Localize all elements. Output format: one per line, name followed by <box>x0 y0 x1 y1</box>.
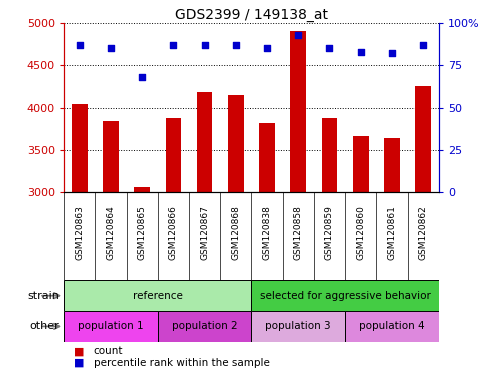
Point <box>107 45 115 51</box>
Text: GSM120860: GSM120860 <box>356 205 365 260</box>
Text: count: count <box>94 346 123 356</box>
Text: ■: ■ <box>74 346 84 356</box>
Point <box>138 74 146 80</box>
Text: population 2: population 2 <box>172 321 238 331</box>
Bar <box>134 187 150 192</box>
Point <box>232 42 240 48</box>
Bar <box>228 95 244 192</box>
Text: GSM120863: GSM120863 <box>75 205 84 260</box>
Title: GDS2399 / 149138_at: GDS2399 / 149138_at <box>175 8 328 22</box>
Text: strain: strain <box>27 291 59 301</box>
Text: GSM120865: GSM120865 <box>138 205 146 260</box>
Text: GSM120861: GSM120861 <box>387 205 396 260</box>
Text: percentile rank within the sample: percentile rank within the sample <box>94 358 270 368</box>
Bar <box>251 280 439 311</box>
Point <box>325 45 333 51</box>
Point <box>170 42 177 48</box>
Point <box>388 50 396 56</box>
Point <box>201 42 209 48</box>
Text: GSM120858: GSM120858 <box>294 205 303 260</box>
Bar <box>64 311 158 342</box>
Text: GSM120859: GSM120859 <box>325 205 334 260</box>
Text: ■: ■ <box>74 358 84 368</box>
Point <box>357 49 365 55</box>
Text: population 1: population 1 <box>78 321 144 331</box>
Text: GSM120864: GSM120864 <box>106 205 115 260</box>
Bar <box>259 123 275 192</box>
Text: GSM120866: GSM120866 <box>169 205 178 260</box>
Bar <box>197 92 212 192</box>
Text: selected for aggressive behavior: selected for aggressive behavior <box>260 291 430 301</box>
Bar <box>353 136 368 192</box>
Bar <box>321 118 337 192</box>
Point <box>294 32 302 38</box>
Text: GSM120838: GSM120838 <box>263 205 272 260</box>
Bar <box>345 311 439 342</box>
Bar <box>103 121 119 192</box>
Bar <box>72 104 88 192</box>
Bar <box>384 138 400 192</box>
Text: population 4: population 4 <box>359 321 425 331</box>
Text: population 3: population 3 <box>265 321 331 331</box>
Bar <box>415 86 431 192</box>
Bar <box>290 31 306 192</box>
Point <box>76 42 84 48</box>
Text: GSM120862: GSM120862 <box>419 205 427 260</box>
Point <box>419 42 427 48</box>
Bar <box>166 118 181 192</box>
Text: reference: reference <box>133 291 183 301</box>
Text: GSM120867: GSM120867 <box>200 205 209 260</box>
Bar <box>158 311 251 342</box>
Point <box>263 45 271 51</box>
Text: GSM120868: GSM120868 <box>231 205 240 260</box>
Text: other: other <box>30 321 59 331</box>
Bar <box>64 280 251 311</box>
Bar <box>251 311 345 342</box>
